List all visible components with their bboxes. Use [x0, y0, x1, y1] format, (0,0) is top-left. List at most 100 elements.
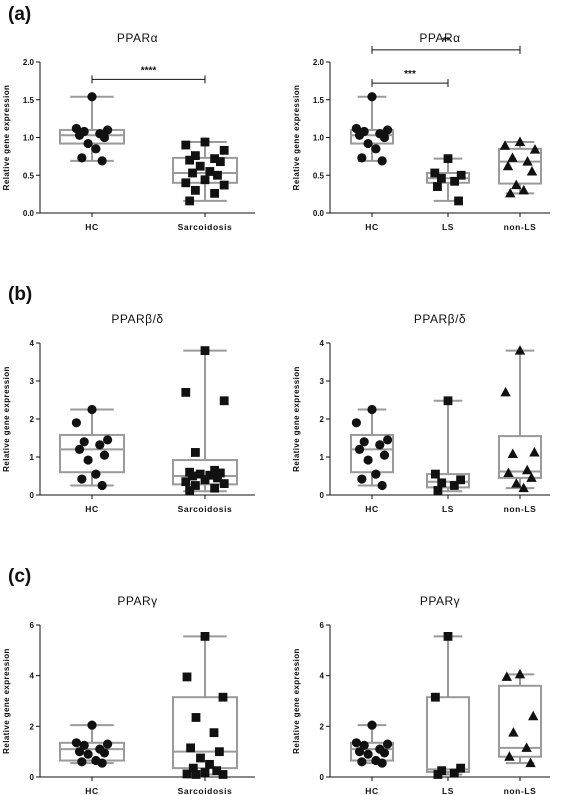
- y-tick-label: 0.0: [23, 209, 35, 218]
- data-point: [210, 188, 219, 198]
- data-point: [504, 751, 515, 761]
- x-tick-label: HC: [365, 504, 378, 514]
- box-iqr: [59, 741, 125, 762]
- box-iqr: [498, 435, 542, 479]
- data-point: [91, 469, 101, 479]
- x-tick-label: LS: [442, 504, 454, 514]
- data-point: [505, 187, 516, 198]
- data-point: [191, 185, 200, 195]
- data-point: [508, 727, 519, 737]
- data-point: [371, 469, 381, 479]
- y-axis-label: Relative gene expression: [292, 366, 301, 472]
- data-point: [354, 444, 365, 454]
- x-tick-label: HC: [365, 786, 378, 795]
- data-point: [359, 740, 369, 750]
- data-point: [218, 770, 228, 779]
- significance-label: ***: [404, 69, 416, 80]
- data-point: [525, 757, 536, 768]
- data-point: [518, 482, 529, 493]
- data-point: [74, 444, 85, 454]
- significance-bracket: **: [371, 36, 521, 54]
- y-tick-label: 1: [320, 453, 325, 462]
- data-point: [431, 692, 440, 702]
- data-point: [83, 138, 93, 149]
- data-point: [97, 156, 107, 166]
- box-group: [172, 346, 238, 495]
- x-tick-label: HC: [365, 222, 378, 232]
- data-point: [200, 346, 210, 355]
- box-iqr: [59, 433, 125, 474]
- data-point: [195, 469, 205, 479]
- box-iqr: [172, 459, 238, 486]
- chart-title: PPARβ/δ: [414, 312, 466, 326]
- data-point: [219, 479, 229, 488]
- data-point: [449, 481, 459, 490]
- data-point: [191, 448, 200, 457]
- data-point: [99, 748, 110, 758]
- data-point: [191, 713, 201, 722]
- x-tick-label: Sarcoidosis: [178, 222, 233, 232]
- data-point: [213, 473, 222, 483]
- y-tick-label: 4: [30, 339, 35, 348]
- data-point: [437, 478, 447, 488]
- data-point: [443, 632, 453, 641]
- y-tick-label: 4: [320, 672, 325, 681]
- data-point: [97, 480, 107, 491]
- significance-label: ****: [141, 65, 157, 76]
- data-point: [431, 469, 440, 479]
- y-tick-label: 4: [320, 339, 325, 348]
- data-point: [363, 455, 373, 465]
- data-point: [188, 471, 197, 481]
- chart-panel: PPARβ/δ Relative gene expression 0 1 2 3 4 HC LS…: [292, 312, 550, 514]
- data-point: [83, 455, 93, 465]
- box-group: [350, 720, 394, 768]
- data-point: [501, 671, 512, 681]
- y-tick-label: 3: [30, 377, 35, 386]
- data-point: [205, 470, 215, 480]
- data-point: [200, 137, 210, 147]
- data-point: [191, 151, 200, 161]
- data-point: [185, 486, 195, 495]
- data-point: [103, 739, 113, 749]
- y-axis-label: Relative gene expression: [2, 648, 11, 754]
- y-tick-label: 0.5: [313, 171, 325, 180]
- data-point: [181, 178, 191, 188]
- y-tick-label: 2.0: [313, 58, 325, 67]
- data-point: [521, 742, 532, 752]
- data-point: [507, 448, 518, 458]
- y-tick-label: 2: [30, 722, 35, 731]
- box-group: [426, 396, 470, 495]
- x-tick-label: non-LS: [504, 222, 537, 232]
- data-point: [518, 184, 529, 195]
- data-point: [383, 125, 393, 135]
- data-point: [437, 173, 446, 183]
- data-point: [219, 180, 229, 190]
- data-point: [354, 747, 365, 757]
- data-point: [77, 153, 87, 163]
- data-point: [503, 467, 514, 477]
- data-point: [433, 770, 443, 779]
- data-point: [196, 753, 205, 763]
- y-tick-label: 0: [320, 491, 325, 500]
- data-point: [200, 768, 210, 777]
- data-point: [443, 154, 453, 164]
- data-point: [219, 396, 229, 406]
- y-axis-label: Relative gene expression: [2, 85, 11, 191]
- data-point: [500, 386, 511, 397]
- data-point: [499, 140, 511, 150]
- chart-title: PPARγ: [117, 594, 157, 608]
- chart-panel: PPARα Relative gene expression 0.0 0.5 1.0 1.…: [2, 31, 255, 232]
- data-point: [450, 176, 459, 186]
- data-point: [77, 757, 87, 767]
- data-point: [77, 474, 87, 484]
- data-point: [210, 483, 219, 493]
- x-tick-label: HC: [85, 504, 98, 514]
- data-point: [371, 144, 381, 154]
- box-iqr: [498, 684, 542, 758]
- data-point: [212, 766, 222, 776]
- data-point: [213, 170, 222, 180]
- data-point: [514, 668, 526, 679]
- data-point: [74, 130, 85, 140]
- y-tick-label: 1.5: [313, 96, 325, 105]
- data-point: [191, 770, 201, 779]
